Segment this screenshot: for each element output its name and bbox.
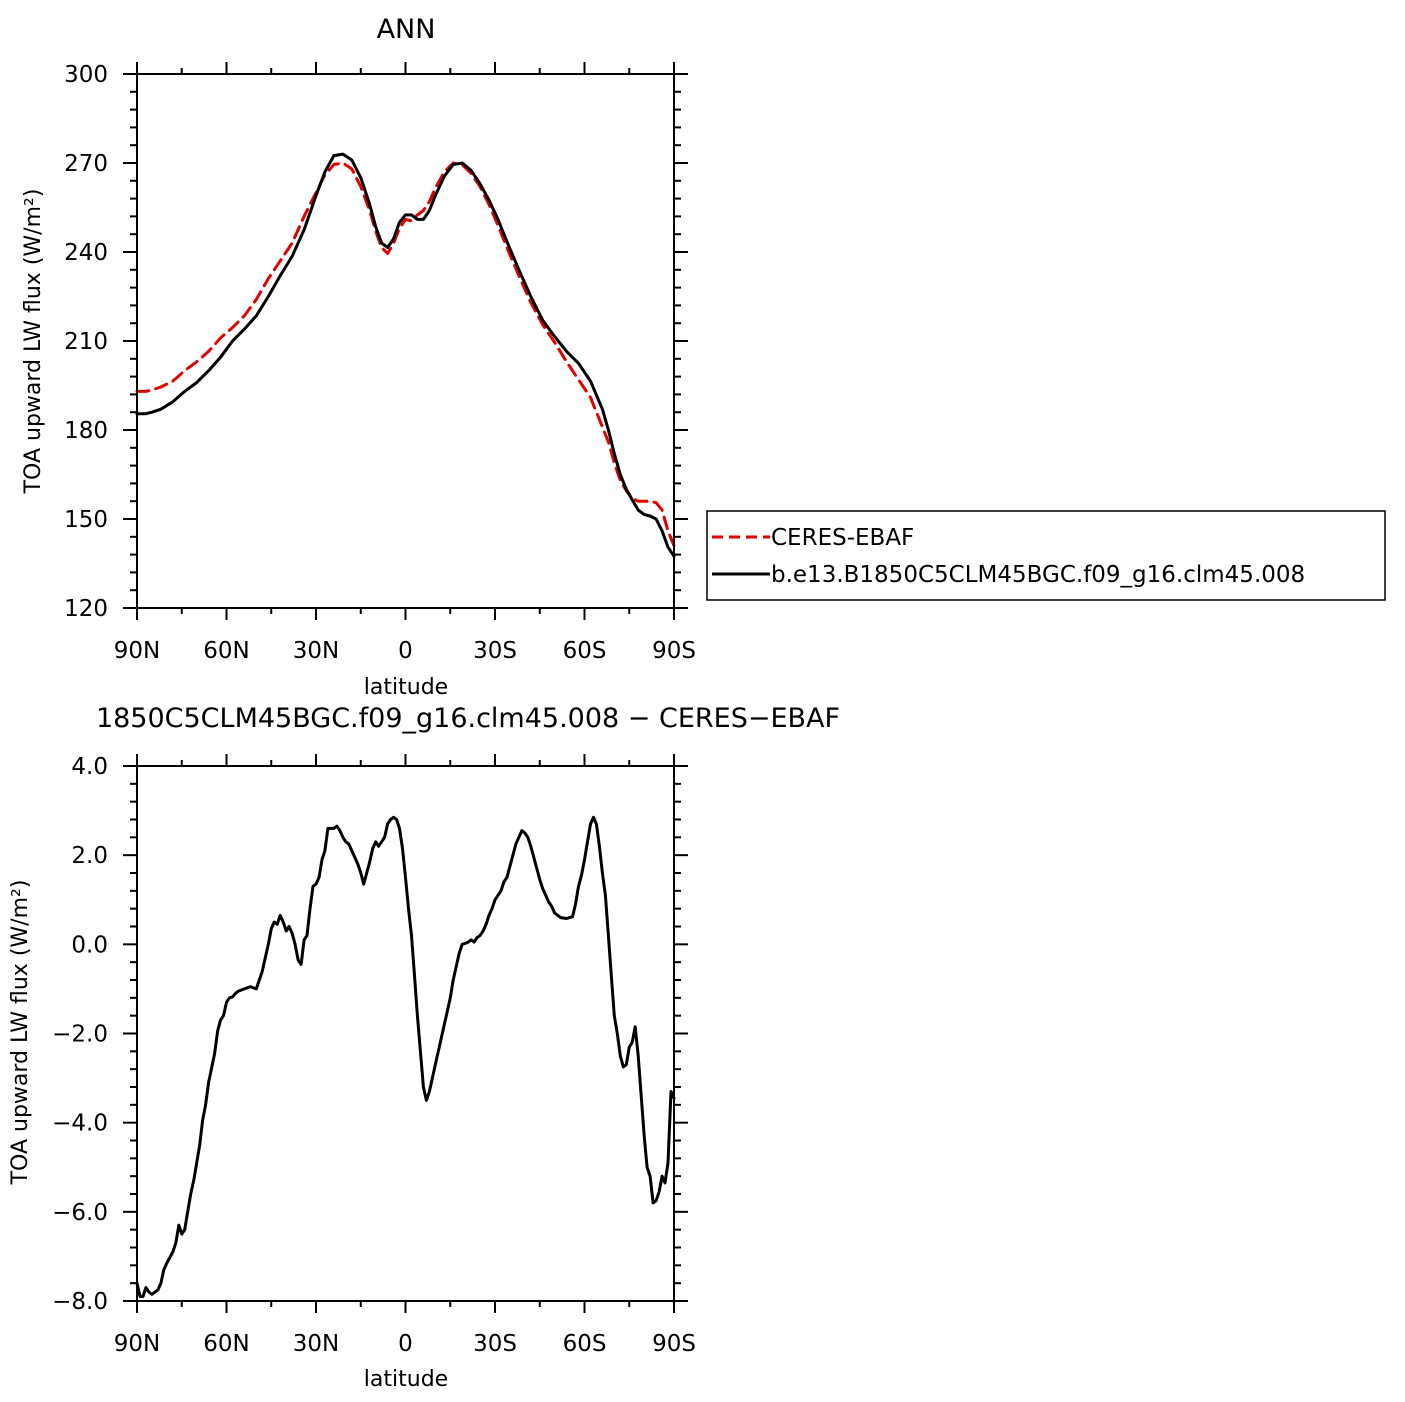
bottom-panel-x-tick-label: 90S: [652, 1331, 696, 1357]
bottom-panel-y-tick-label: 2.0: [71, 843, 108, 869]
bottom-panel-y-tick-label: 0.0: [71, 932, 108, 958]
top-panel-y-tick-label: 270: [64, 151, 108, 177]
legend: CERES-EBAF b.e13.B1850C5CLM45BGC.f09_g16…: [706, 510, 1386, 601]
bottom-panel-y-tick-label: 4.0: [71, 754, 108, 780]
top-panel-y-tick-label: 150: [64, 507, 108, 533]
bottom-panel-y-tick-label: −6.0: [52, 1200, 108, 1226]
legend-label-model: b.e13.B1850C5CLM45BGC.f09_g16.clm45.008: [771, 562, 1305, 588]
bottom-panel-x-tick-label: 30N: [293, 1331, 339, 1357]
top-panel-y-tick-label: 120: [64, 596, 108, 622]
top-panel-series-line-1: [135, 152, 676, 558]
top-panel-x-tick-label: 30S: [473, 638, 517, 664]
top-panel-x-tick-label: 60S: [563, 638, 607, 664]
bottom-panel-x-axis-label: latitude: [364, 1367, 448, 1392]
bottom-panel-x-tick-label: 60N: [203, 1331, 249, 1357]
bottom-panel-y-axis-label: TOA upward LW flux (W/m²): [8, 880, 33, 1186]
top-panel-y-tick-label: 210: [64, 329, 108, 355]
top-panel: ANN TOA upward LW flux (W/m²) latitude 9…: [21, 14, 696, 700]
top-panel-x-tick-label: 60N: [203, 638, 249, 664]
top-panel-series-line-0: [135, 161, 676, 548]
bottom-panel-y-tick-label: −8.0: [52, 1289, 108, 1315]
legend-box: [706, 510, 1386, 601]
bottom-panel-x-tick-label: 0: [398, 1331, 413, 1357]
top-panel-title: ANN: [377, 14, 436, 45]
top-panel-x-tick-label: 90N: [114, 638, 160, 664]
bottom-panel-x-tick-label: 60S: [563, 1331, 607, 1357]
top-panel-y-tick-label: 180: [64, 418, 108, 444]
bottom-panel-x-tick-label: 90N: [114, 1331, 160, 1357]
top-panel-x-axis-label: latitude: [364, 675, 448, 700]
legend-label-ceres-ebaf: CERES-EBAF: [771, 525, 914, 551]
bottom-panel-y-tick-label: −4.0: [52, 1111, 108, 1137]
top-panel-y-tick-label: 240: [64, 240, 108, 266]
bottom-panel-series-line-0: [135, 815, 676, 1298]
top-panel-x-tick-label: 90S: [652, 638, 696, 664]
bottom-panel-y-tick-label: −2.0: [52, 1022, 108, 1048]
bottom-panel: 1850C5CLM45BGC.f09_g16.clm45.008 − CERES…: [8, 703, 840, 1392]
bottom-panel-x-tick-label: 30S: [473, 1331, 517, 1357]
top-panel-y-tick-label: 300: [64, 62, 108, 88]
top-panel-x-tick-label: 0: [398, 638, 413, 664]
top-panel-y-axis-label: TOA upward LW flux (W/m²): [21, 189, 46, 495]
bottom-panel-title: 1850C5CLM45BGC.f09_g16.clm45.008 − CERES…: [96, 703, 840, 734]
top-panel-x-tick-label: 30N: [293, 638, 339, 664]
